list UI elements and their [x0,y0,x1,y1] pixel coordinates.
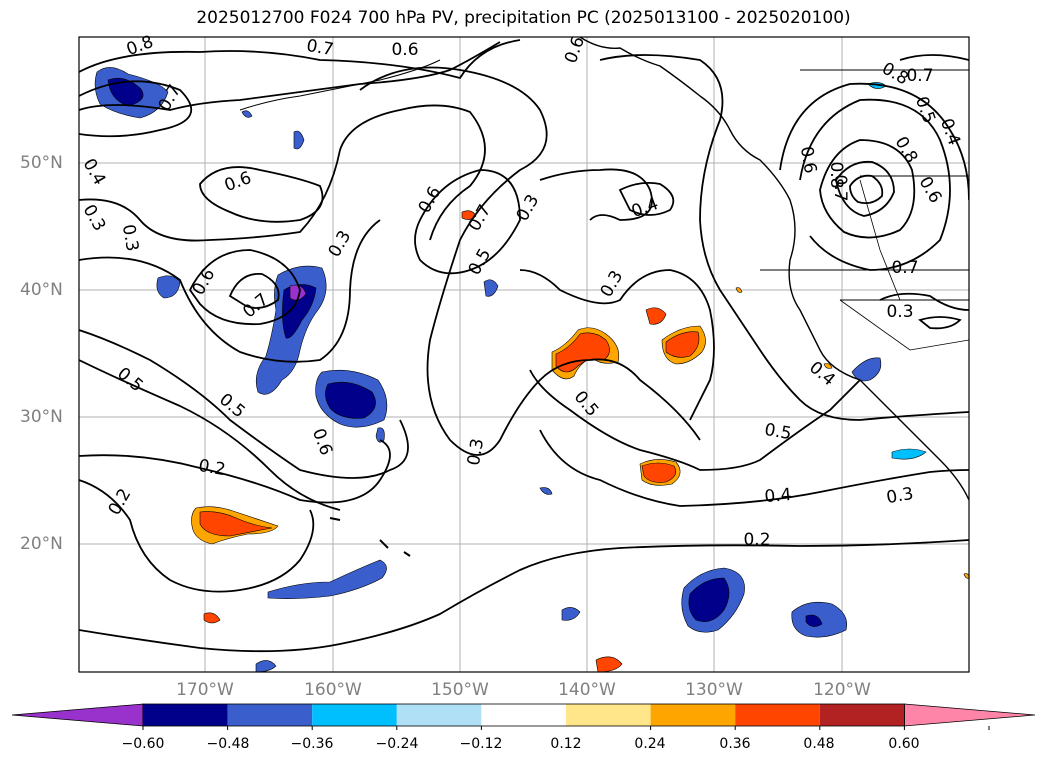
colorbar-tick: 0.60 [888,736,920,752]
lat-label-20n: 20°N [20,534,63,554]
precip-blob [688,577,730,622]
coastlines [239,37,969,557]
precip-blob [199,511,273,537]
colorbar-frame [142,703,905,727]
lat-label-40n: 40°N [20,280,63,300]
colorbar-tick: −0.24 [375,736,419,752]
colorbar-segment [735,704,820,726]
colorbar-extend-high [904,703,1036,727]
colorbar-tick: −0.60 [121,736,165,752]
precip-blob [823,363,833,369]
lon-label-150w: 150°W [431,680,489,700]
colorbar-segment [227,704,313,726]
pv-contours [79,39,969,653]
map-frame [78,36,970,673]
contour-label: 0.6 [796,145,820,175]
precip-blob [665,331,700,358]
lat-label-50n: 50°N [20,153,63,173]
colorbar-segment [312,704,397,726]
colorbar-tick: −0.36 [290,736,334,752]
colorbar-tick: 0.48 [803,736,835,752]
colorbar [11,703,1036,730]
precip-positive-areas [191,210,969,672]
precip-blob [539,487,553,495]
precip-blob [203,612,221,624]
precip-blob [289,284,307,301]
colorbar-segment [566,704,651,726]
contour-label: 0.7 [305,36,335,60]
precip-blob [735,287,743,293]
lon-label-160w: 160°W [304,680,362,700]
colorbar-tick: −0.12 [459,736,503,752]
contour-label: 0.7 [891,258,918,278]
contour-label: 0.8 [826,161,846,188]
colorbar-segment [650,704,736,726]
lat-label-30n: 30°N [20,407,63,427]
precip-blob [561,607,581,621]
colorbar-tick: 0.36 [719,736,751,752]
contour-label: 0.3 [118,223,142,253]
colorbar-tick: 0.12 [550,736,582,752]
precip-blob [641,462,677,483]
contour-label: 0.2 [197,456,227,480]
contour-label: 0.5 [763,420,793,444]
precip-blob [325,381,376,419]
colorbar-segment [819,704,905,726]
lon-label-130w: 130°W [685,680,743,700]
colorbar-segment [143,704,228,726]
colorbar-segment [396,704,482,726]
contour-label: 0.6 [391,40,418,60]
lon-label-140w: 140°W [558,680,616,700]
precip-blob [891,448,927,460]
contour-label: 0.7 [830,174,850,201]
colorbar-tick: −0.48 [206,736,250,752]
precip-blob [293,130,305,150]
contour-label: 0.3 [885,484,915,508]
precip-blob [241,110,253,118]
colorbar-tick: 0.24 [634,736,666,752]
precip-blob [645,307,667,325]
colorbar-segment [481,704,566,726]
map-title: 2025012700 F024 700 hPa PV, precipitatio… [196,8,851,28]
precip-blob [107,77,144,107]
contour-label: 0.3 [886,302,913,322]
contour-label: 0.4 [764,485,793,507]
contour-label: 0.7 [906,66,933,86]
lon-label-120w: 120°W [813,680,871,700]
precip-blob [156,275,181,299]
precip-blob [805,614,823,627]
precip-blob [483,279,499,297]
contour-label: 0.2 [743,530,770,550]
precip-blob [267,559,387,599]
precip-blob [963,573,969,579]
precip-blob [375,427,385,443]
colorbar-extend-low [11,703,144,727]
contour-label: 0.3 [464,437,488,467]
lon-label-170w: 170°W [176,680,234,700]
